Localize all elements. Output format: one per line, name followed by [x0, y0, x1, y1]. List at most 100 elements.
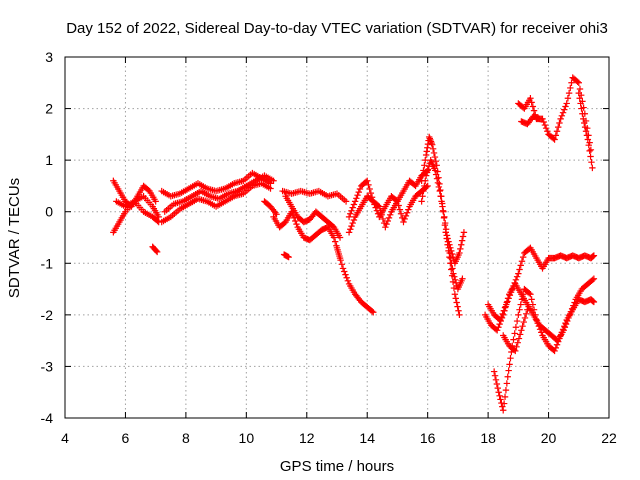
data-point	[421, 182, 428, 190]
data-point	[423, 148, 430, 155]
data-point	[558, 329, 566, 336]
data-point	[544, 128, 551, 135]
series-trace-24	[518, 113, 543, 128]
data-point	[553, 341, 561, 348]
data-point	[386, 211, 394, 219]
y-tick-label: 2	[45, 101, 53, 117]
data-point	[336, 252, 343, 260]
data-point	[459, 275, 466, 282]
data-point	[436, 187, 443, 195]
data-point	[513, 343, 520, 351]
data-point	[579, 110, 586, 117]
series-trace-25	[575, 89, 596, 172]
data-point	[513, 273, 521, 280]
data-point	[395, 202, 402, 209]
data-point	[376, 203, 383, 210]
data-point	[490, 368, 498, 375]
data-point	[336, 234, 344, 241]
data-point	[345, 213, 353, 221]
data-point	[420, 187, 427, 195]
y-axis-label: SDTVAR / TECUs	[6, 178, 23, 298]
data-point	[509, 285, 516, 293]
data-point	[433, 175, 441, 182]
data-point	[512, 276, 520, 283]
data-point	[493, 380, 501, 388]
x-axis-label: GPS time / hours	[280, 458, 394, 475]
data-point	[493, 327, 501, 334]
data-point	[424, 166, 432, 173]
data-point	[552, 132, 560, 139]
data-point	[559, 109, 567, 116]
series-trace-18	[442, 229, 468, 267]
data-point	[444, 235, 451, 242]
data-point	[584, 136, 592, 143]
data-point	[500, 407, 507, 414]
data-point	[439, 203, 446, 210]
data-point	[436, 180, 443, 188]
data-point	[494, 384, 501, 392]
data-point	[431, 153, 439, 161]
data-point	[564, 95, 572, 102]
data-point	[453, 299, 460, 306]
data-point	[503, 380, 511, 387]
data-point	[578, 105, 585, 112]
data-point	[377, 207, 384, 214]
data-point	[342, 271, 349, 278]
data-point	[581, 123, 589, 131]
data-point	[517, 301, 524, 308]
data-point	[350, 201, 358, 208]
data-point	[440, 208, 447, 215]
data-point	[563, 100, 570, 107]
data-point	[348, 207, 355, 214]
data-point	[587, 146, 595, 154]
data-point	[449, 265, 456, 272]
data-point	[429, 145, 437, 152]
data-point	[582, 128, 590, 135]
data-point	[437, 193, 444, 200]
data-point	[510, 282, 517, 290]
series-trace-12	[280, 251, 292, 261]
data-point	[532, 311, 539, 319]
y-tick-label: -1	[41, 255, 54, 271]
series-trace-10	[270, 208, 344, 262]
data-point	[518, 296, 526, 303]
data-point	[502, 386, 510, 394]
data-point	[349, 219, 356, 227]
data-point	[529, 103, 537, 110]
series-trace-13	[333, 244, 377, 316]
data-point	[507, 288, 515, 296]
data-point	[152, 198, 159, 205]
data-point	[505, 295, 512, 302]
data-point	[519, 253, 527, 261]
series-trace-7	[161, 172, 277, 215]
data-point	[506, 361, 513, 368]
data-point	[423, 169, 431, 176]
data-point	[536, 115, 543, 123]
data-point	[504, 373, 511, 380]
data-point	[347, 226, 354, 233]
data-point	[561, 323, 568, 330]
series-trace-16	[418, 133, 463, 319]
data-point	[501, 393, 509, 401]
data-point	[562, 319, 569, 327]
data-point	[447, 244, 454, 252]
data-point	[347, 210, 354, 217]
data-point	[516, 331, 524, 338]
y-tick-label: -2	[41, 307, 54, 323]
data-point	[335, 248, 342, 256]
data-point	[368, 308, 376, 315]
data-point	[355, 188, 362, 196]
data-point	[559, 326, 567, 333]
data-point	[585, 141, 592, 149]
data-point	[492, 376, 500, 384]
data-point	[526, 289, 533, 297]
data-point	[384, 217, 391, 225]
data-point	[443, 232, 450, 239]
data-point	[432, 171, 440, 178]
data-point	[527, 291, 534, 298]
series-trace-9	[279, 187, 350, 205]
data-point	[422, 156, 429, 164]
data-point	[542, 124, 550, 132]
data-point	[344, 277, 352, 285]
